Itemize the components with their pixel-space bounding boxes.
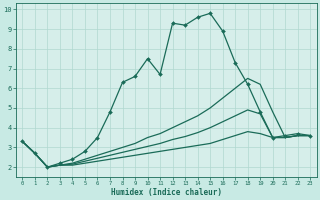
X-axis label: Humidex (Indice chaleur): Humidex (Indice chaleur) (111, 188, 222, 197)
